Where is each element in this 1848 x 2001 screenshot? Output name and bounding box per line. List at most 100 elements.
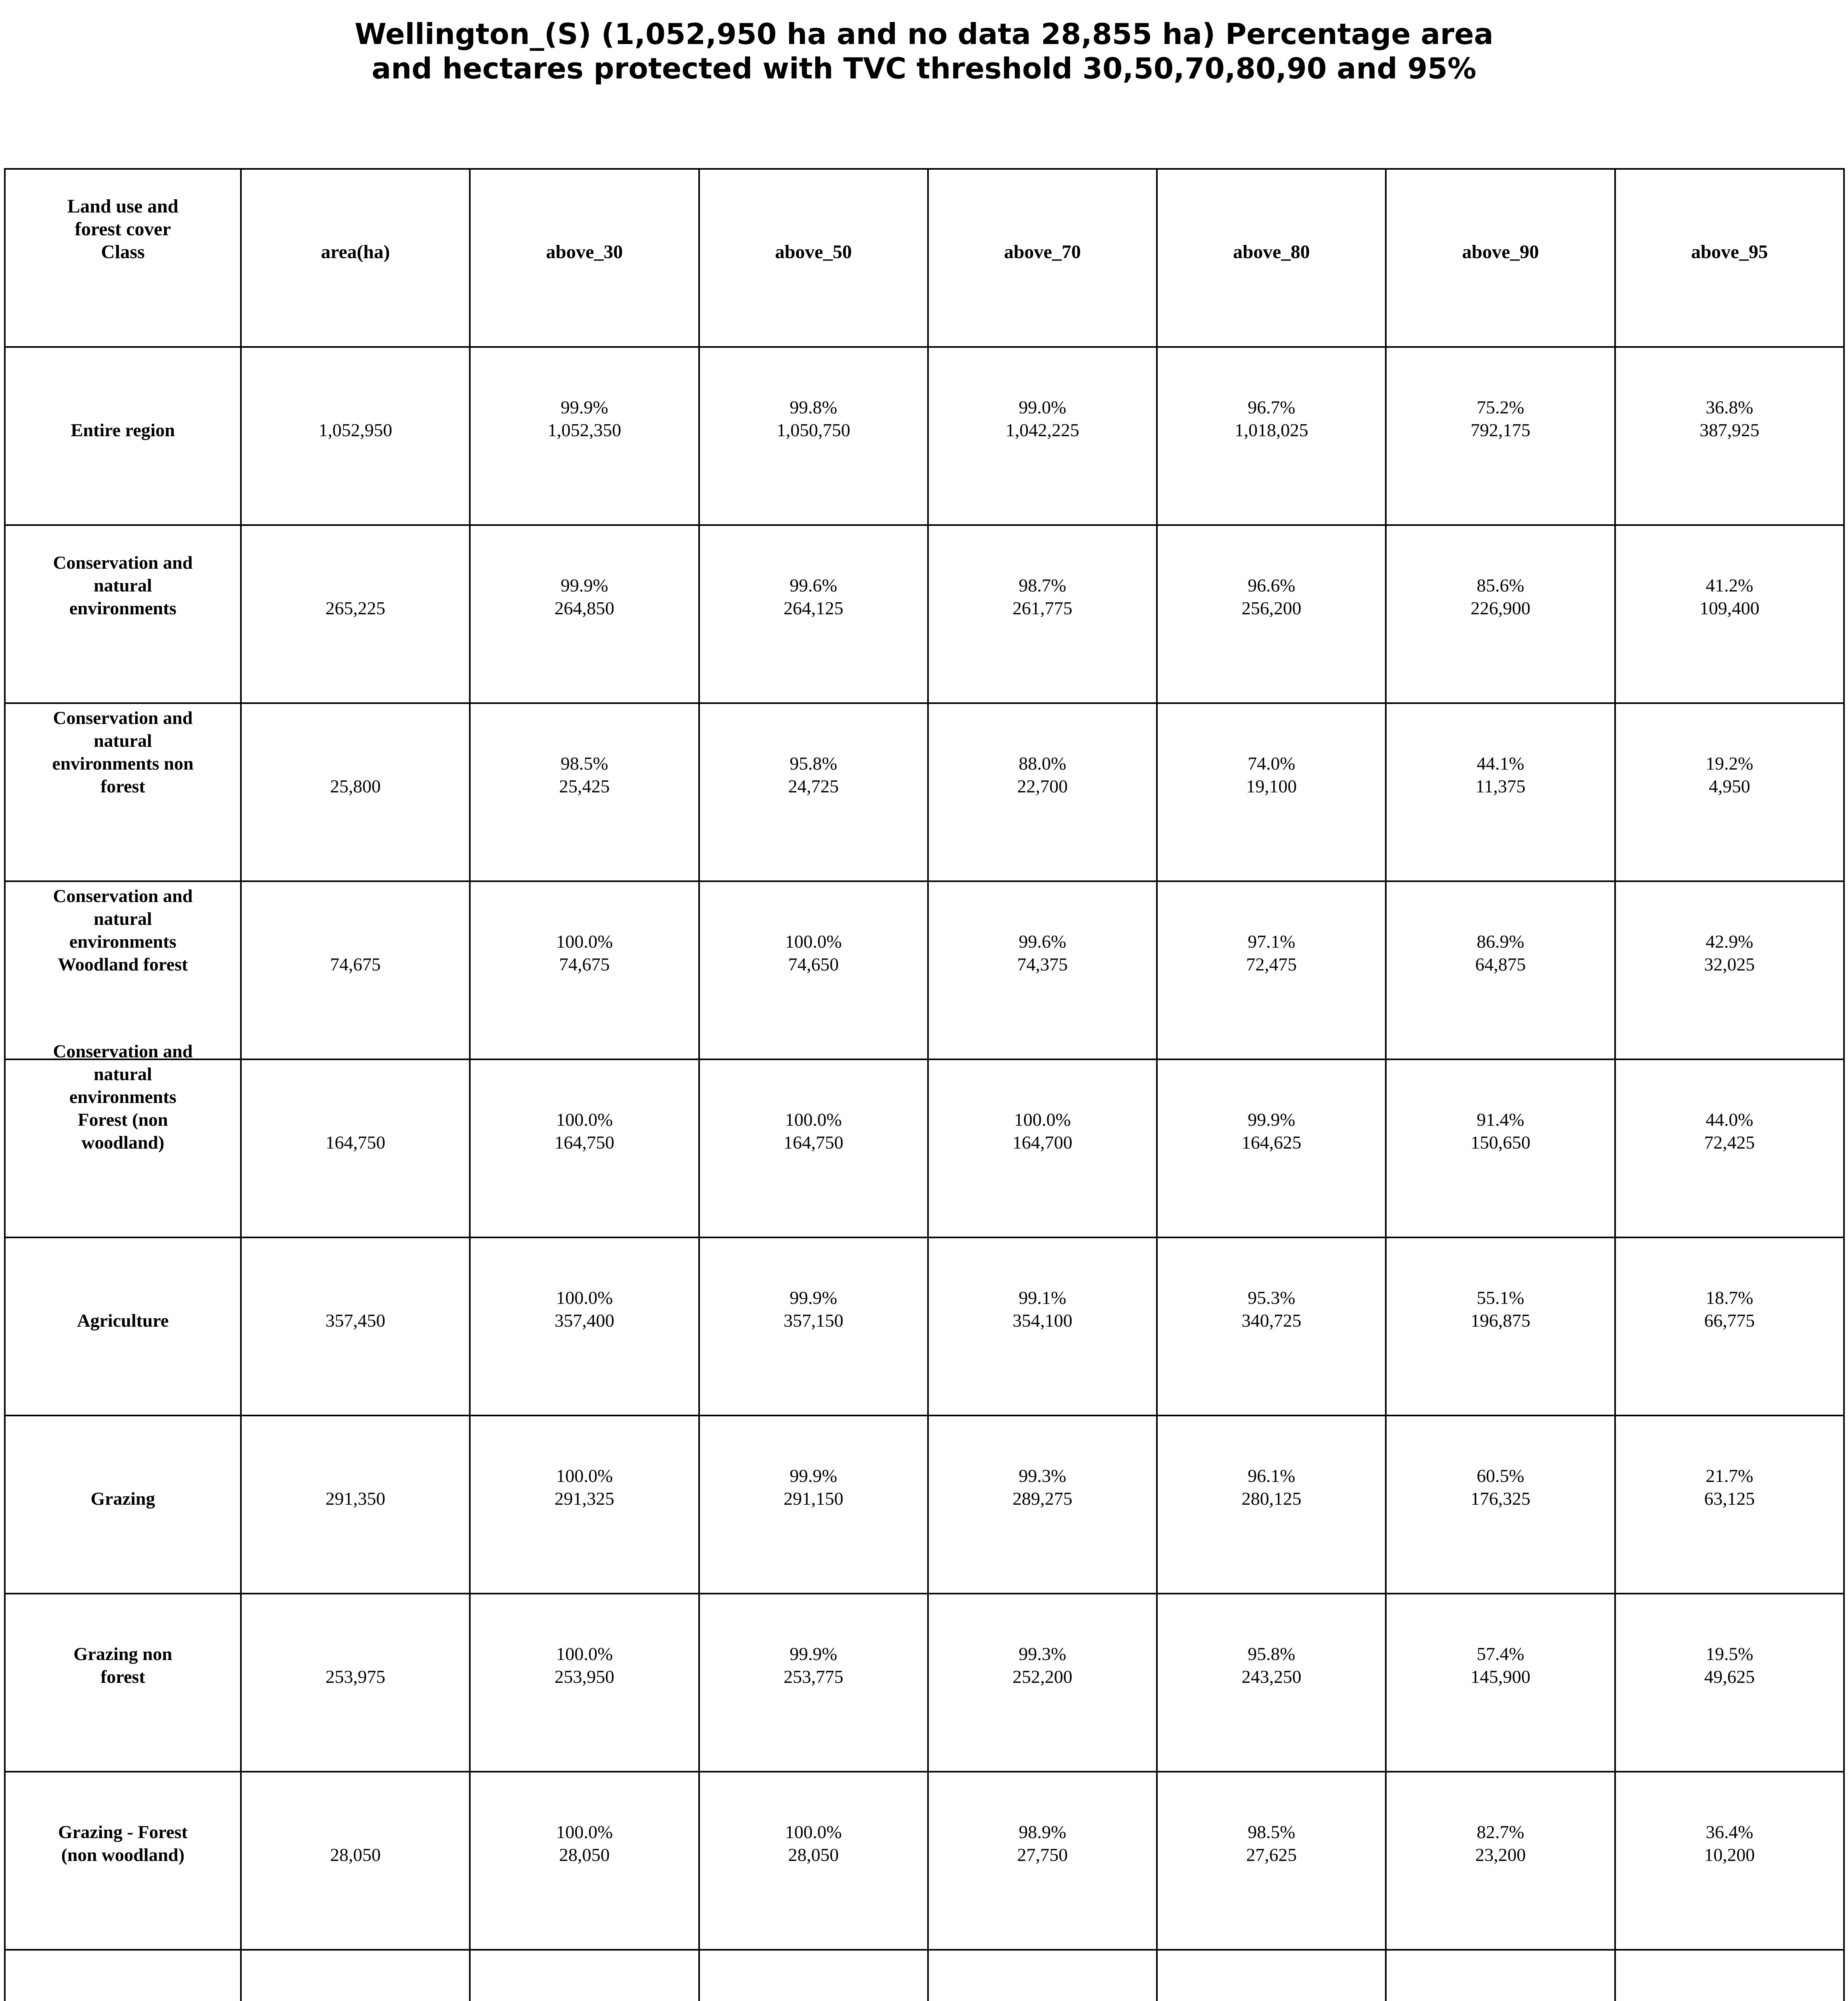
header-cell: above_90 <box>1387 170 1616 348</box>
percent-value: 60.5% <box>1477 1465 1524 1486</box>
value-cell: 60.5% 176,325 <box>1387 1416 1616 1594</box>
hectares-value: 25,425 <box>559 776 610 796</box>
percent-value: 98.7% <box>1018 575 1066 595</box>
hectares-value: 164,700 <box>1012 1132 1072 1153</box>
percent-value: 99.9% <box>561 575 608 595</box>
hectares-value: 387,925 <box>1700 419 1760 440</box>
row-label-cell: Conservation and natural environments Wo… <box>6 882 242 1060</box>
header-label: above_50 <box>775 241 852 263</box>
percent-value: 99.0% <box>1018 397 1066 417</box>
header-label: above_80 <box>1233 241 1310 263</box>
hectares-value: 1,018,025 <box>1235 419 1309 440</box>
area-value: 28,050 <box>330 1844 381 1865</box>
percent-value: 57.4% <box>1477 1643 1524 1664</box>
row-label-cell: Conservation and natural environments <box>6 526 242 704</box>
hectares-value: 4,950 <box>1709 776 1750 796</box>
value-cell: 98.9% 27,750 <box>928 1772 1158 1951</box>
header-label: above_90 <box>1462 241 1539 263</box>
value-cell: 75.2% 792,175 <box>1387 348 1616 526</box>
value-cell: 99.9% 253,775 <box>700 1594 929 1772</box>
percent-value: 99.3% <box>1018 1643 1066 1664</box>
row-label: Conservation and natural environments no… <box>52 707 194 796</box>
value-cell: 82.7% 23,200 <box>1387 1772 1616 1951</box>
header-label: above_30 <box>546 241 623 263</box>
percent-value: 100.0% <box>556 1643 613 1664</box>
value-cell: 99.0% 1,042,225 <box>928 348 1158 526</box>
value-cell: 100.0%60,950 <box>471 1951 700 2001</box>
area-cell: 265,225 <box>242 526 471 704</box>
percent-value: 36.4% <box>1706 1821 1754 1842</box>
value-cell: 57.4% 145,900 <box>1387 1594 1616 1772</box>
percent-value: 99.6% <box>790 575 838 595</box>
hectares-value: 74,675 <box>559 954 610 974</box>
row-label: Grazing non forest <box>73 1643 172 1687</box>
hectares-value: 150,650 <box>1470 1132 1531 1153</box>
row-label-cell: Entire region <box>6 348 242 526</box>
percent-value: 99.3% <box>1018 1465 1066 1486</box>
hectares-value: 32,025 <box>1704 954 1755 974</box>
value-cell: 100.0% 28,050 <box>471 1772 700 1951</box>
percent-value: 96.6% <box>1247 575 1295 595</box>
area-cell: 74,675 <box>242 882 471 1060</box>
hectares-value: 289,275 <box>1012 1488 1072 1509</box>
percent-value: 95.8% <box>1247 1643 1295 1664</box>
hectares-value: 264,125 <box>783 597 844 618</box>
percent-value: 100.0% <box>472 1999 696 2001</box>
value-cell: 36.4% 10,200 <box>1615 1772 1845 1951</box>
hectares-value: 22,700 <box>1017 776 1068 796</box>
percent-value: 18.7% <box>1706 1287 1754 1308</box>
hectares-value: 64,875 <box>1475 954 1526 974</box>
value-cell: 36.8% 387,925 <box>1615 348 1845 526</box>
hectares-value: 176,325 <box>1470 1488 1531 1509</box>
header-label: area(ha) <box>321 241 390 263</box>
header-label: above_70 <box>1004 241 1081 263</box>
hectares-value: 49,625 <box>1704 1666 1755 1687</box>
hectares-value: 10,200 <box>1704 1844 1755 1865</box>
hectares-value: 28,050 <box>788 1844 839 1865</box>
hectares-value: 74,375 <box>1017 954 1068 974</box>
value-cell: 99.3% 252,200 <box>928 1594 1158 1772</box>
hectares-value: 109,400 <box>1700 597 1760 618</box>
hectares-value: 291,150 <box>783 1488 844 1509</box>
percent-value: 95.3% <box>1247 1287 1295 1308</box>
hectares-value: 357,400 <box>554 1310 615 1331</box>
hectares-value: 1,050,750 <box>776 419 850 440</box>
hectares-value: 28,050 <box>559 1844 610 1865</box>
area-value: 1,052,950 <box>319 419 393 440</box>
percent-value: 100.0% <box>785 1109 842 1130</box>
header-cell: Land use and forest cover Class <box>6 170 242 348</box>
row-label: Grazing <box>90 1488 155 1509</box>
value-cell: 98.5% 27,625 <box>1158 1772 1387 1951</box>
percent-value: 96.7% <box>1247 397 1295 417</box>
header-label: above_95 <box>1691 241 1768 263</box>
percent-value: 100.0% <box>556 1465 613 1486</box>
percent-value: 99.8% <box>790 397 838 417</box>
percent-value: 98.9% <box>1018 1821 1066 1842</box>
row-label-cell: Grazing non forest <box>6 1594 242 1772</box>
value-cell: 86.9% 64,875 <box>1387 882 1616 1060</box>
value-cell: 41.2% 109,400 <box>1615 526 1845 704</box>
header-cell: above_70 <box>928 170 1158 348</box>
hectares-value: 27,625 <box>1246 1844 1297 1865</box>
hectares-value: 243,250 <box>1241 1666 1302 1687</box>
value-cell: 99.8% 1,050,750 <box>700 348 929 526</box>
percent-value: 85.6% <box>1477 575 1524 595</box>
value-cell: 99.1% 354,100 <box>928 1238 1158 1416</box>
value-cell: 96.1% 280,125 <box>1158 1416 1387 1594</box>
hectares-value: 11,375 <box>1475 776 1525 796</box>
row-label-cell: Grazing - Forest (non woodland) <box>6 1772 242 1951</box>
hectares-value: 252,200 <box>1012 1666 1072 1687</box>
percent-value: 99.6% <box>1018 931 1066 952</box>
row-label-cell: Conservation and natural environments Fo… <box>6 1041 242 1238</box>
value-cell: 95.3% 340,725 <box>1158 1238 1387 1416</box>
hectares-value: 72,475 <box>1246 954 1297 974</box>
hectares-value: 164,750 <box>783 1132 844 1153</box>
value-cell: 18.7% 66,775 <box>1615 1238 1845 1416</box>
percent-value: 97.1% <box>1247 931 1295 952</box>
value-cell: 98.5% 25,425 <box>471 704 700 882</box>
area-value: 25,800 <box>330 776 381 796</box>
value-cell: 55.1% 196,875 <box>1387 1238 1616 1416</box>
hectares-value: 66,775 <box>1704 1310 1755 1331</box>
row-label: Entire region <box>70 419 175 440</box>
percent-value: 99.1% <box>1018 1287 1066 1308</box>
